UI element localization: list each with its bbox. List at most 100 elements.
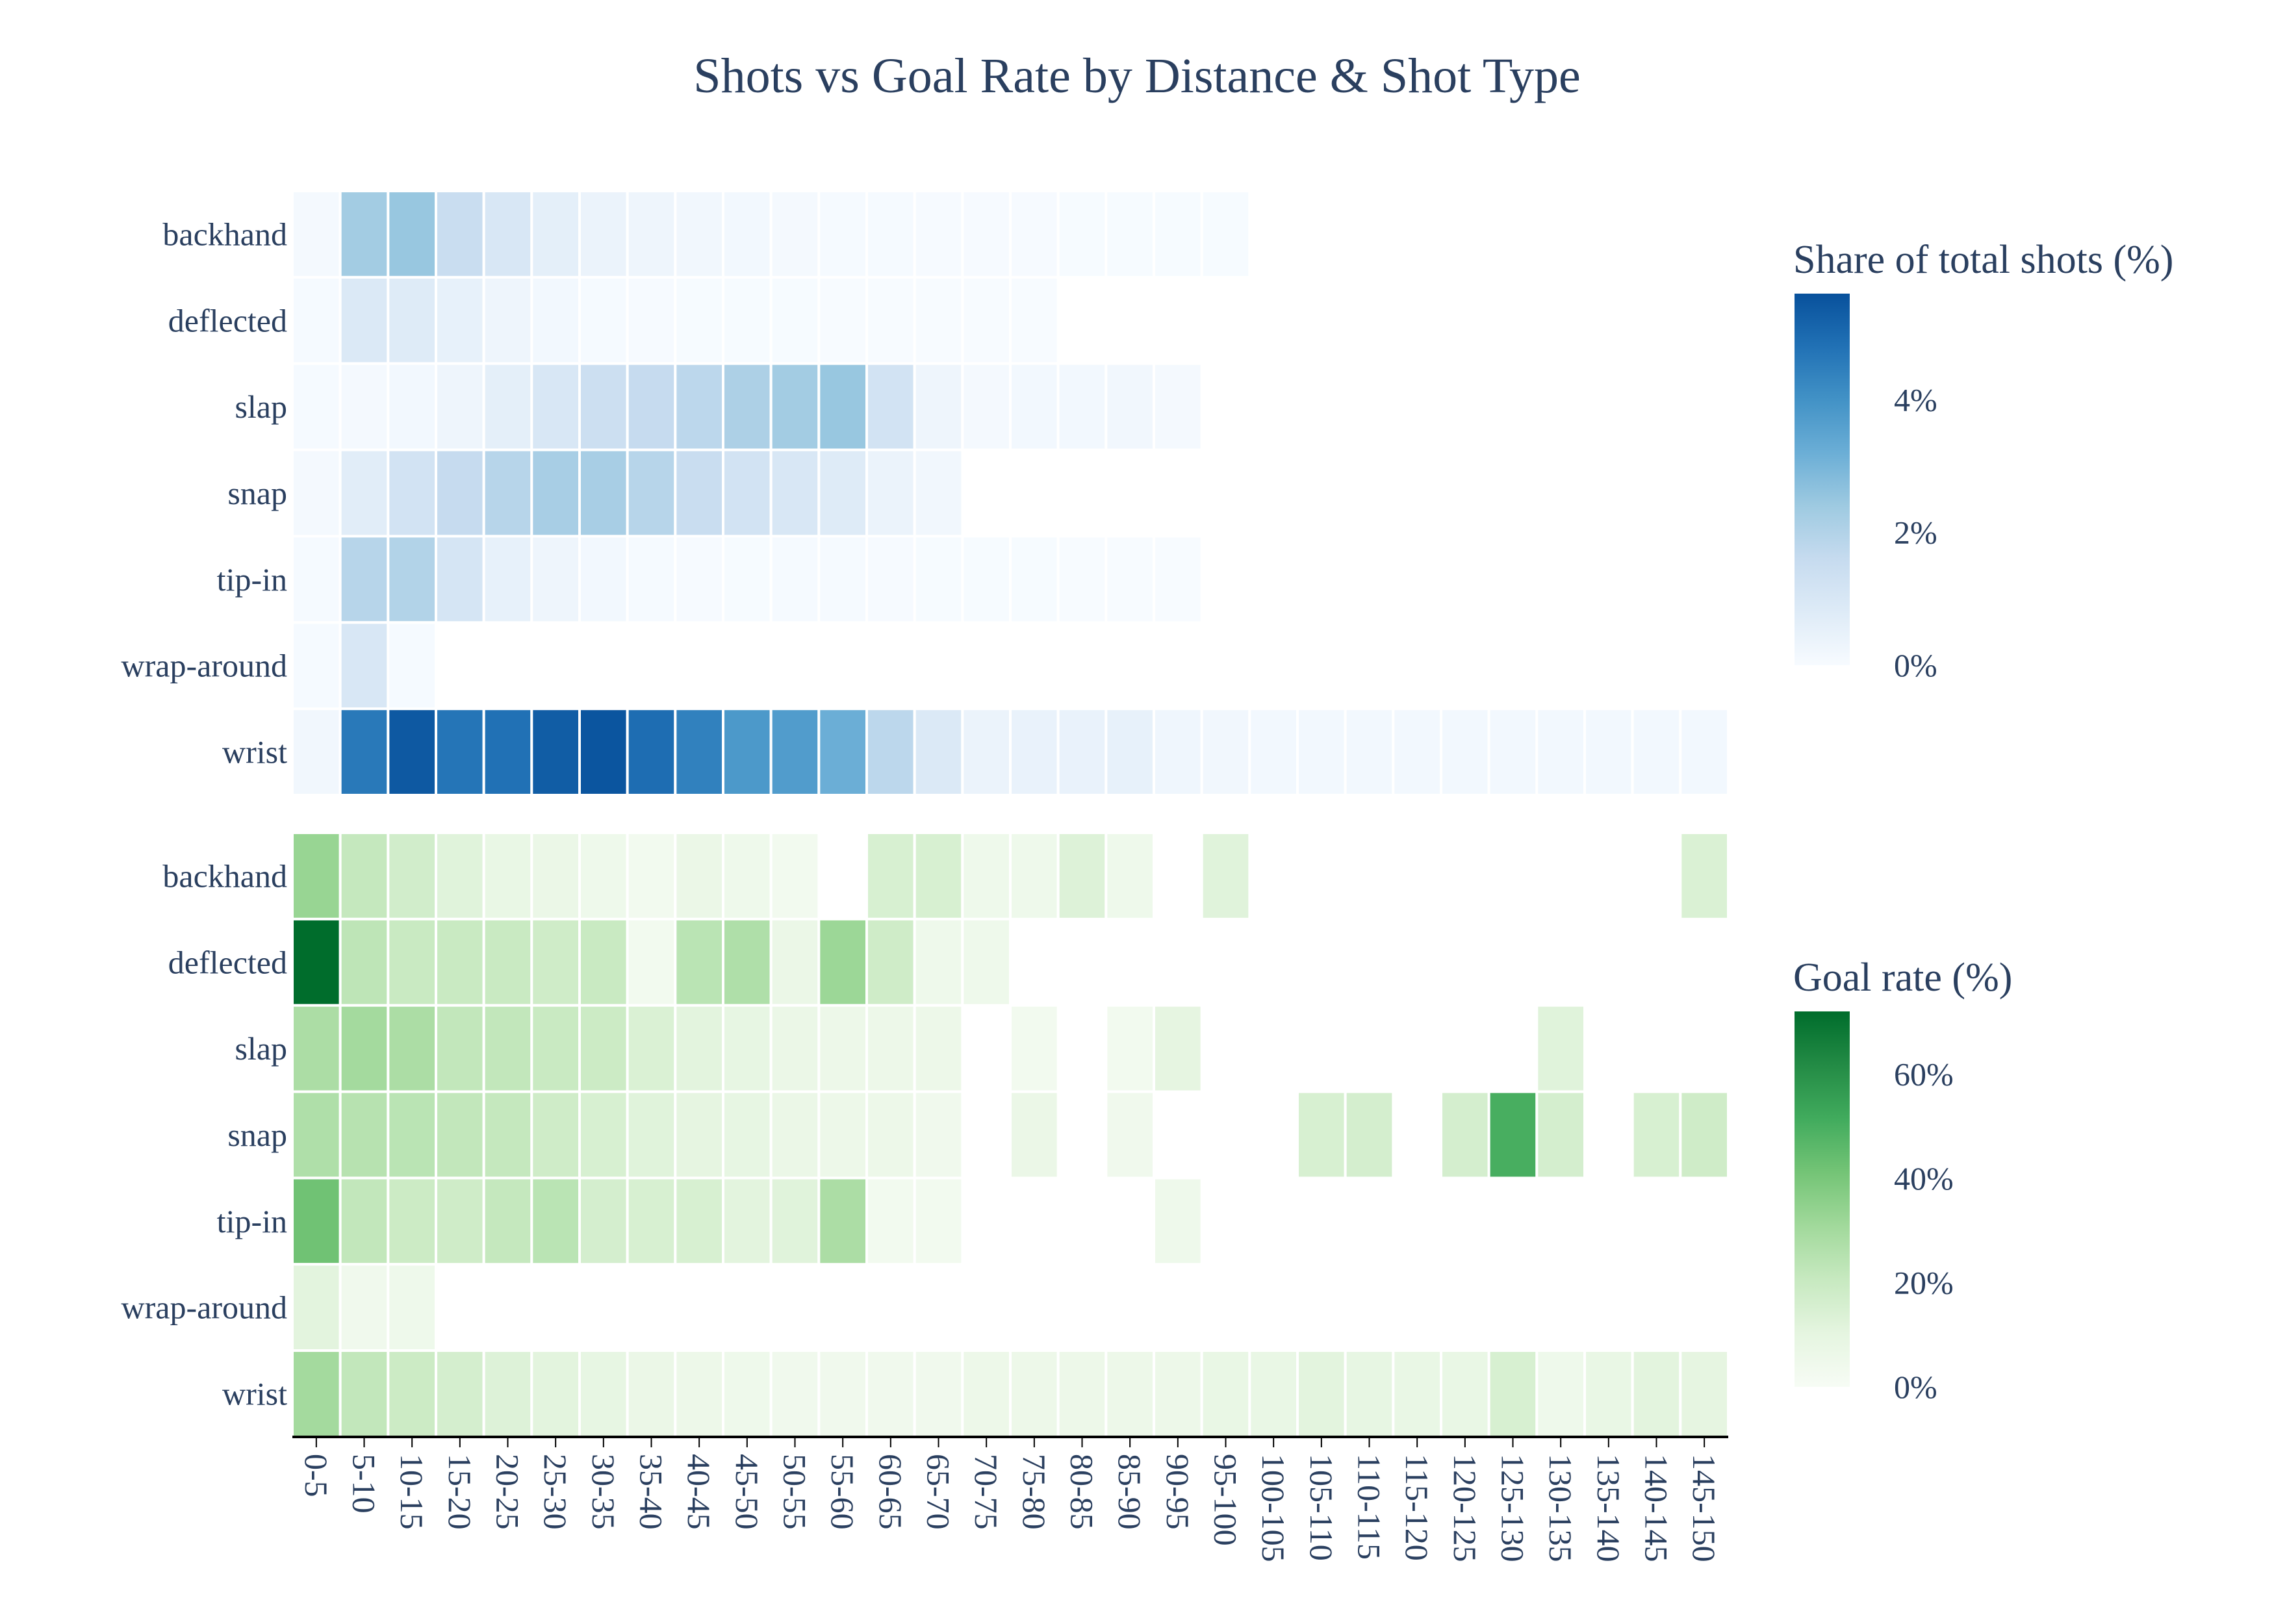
heatmap-cell [961,190,1012,279]
heatmap-cell [626,917,677,1007]
heatmap-cell [1056,707,1108,796]
heatmap-cell [865,1004,916,1093]
heatmap-cell [578,1349,629,1438]
heatmap-cell [769,190,821,279]
heatmap-cell [1009,362,1060,451]
heatmap-cell [339,1263,390,1352]
heatmap-cell [1440,707,1490,796]
row-label: backhand [162,216,287,252]
heatmap-cell [913,1349,964,1438]
heatmap-cell [961,707,1012,796]
chart-title: Shots vs Goal Rate by Distance & Shot Ty… [693,49,1580,103]
heatmap-cell [291,535,342,624]
heatmap-cell [1535,1349,1586,1438]
heatmap-cell [530,1176,581,1266]
heatmap-cell [865,1176,916,1266]
heatmap-cell [626,1349,677,1438]
x-tick-label: 85-90 [1112,1454,1148,1530]
heatmap-cell [722,535,773,624]
heatmap-cell [339,707,390,796]
heatmap-cell [435,831,485,920]
heatmap-cell [291,917,342,1007]
heatmap-cell [865,362,916,451]
heatmap-cell [291,362,342,451]
heatmap-cell [674,1004,725,1093]
heatmap-cell [291,275,342,365]
heatmap-cell [339,1176,390,1266]
heatmap-cell [482,535,533,624]
heatmap-cell [1105,707,1156,796]
x-tick-label: 75-80 [1016,1454,1053,1530]
heatmap-cell [1105,1090,1156,1180]
heatmap-cell [482,275,533,365]
heatmap-cell [817,1090,869,1180]
heatmap-cell [1440,1349,1490,1438]
heatmap-cell [626,1004,677,1093]
heatmap-cell [1679,1090,1730,1180]
distance-x-axis: 0-5 5-10 10-15 15-20 20-25 25-30 30-35 35-40 40-… [292,1436,1728,1562]
row-label: wrist [222,734,287,770]
row-label: snap [227,1117,287,1153]
heatmap-cell [387,190,437,279]
heatmap-cell [1296,1349,1347,1438]
heatmap-cell [482,917,533,1007]
heatmap-cell [913,707,964,796]
heatmap-cell [913,362,964,451]
heatmap-cell [291,448,342,538]
heatmap-cell [435,190,485,279]
x-tick-label: 10-15 [394,1454,430,1530]
heatmap-cell [387,448,437,538]
heatmap-cell [961,1349,1012,1438]
heatmap-cell [1200,831,1251,920]
heatmap-cell [817,275,869,365]
heatmap-cell [817,1004,869,1093]
colorbar-tick-label: 0% [1894,1369,1937,1405]
heatmap-cell [339,535,390,624]
heatmap-cell [1009,707,1060,796]
heatmap-cell [769,275,821,365]
heatmap-cell [1009,1349,1060,1438]
heatmap-cell [913,190,964,279]
heatmap-cell [1535,707,1586,796]
heatmap-cell [1105,535,1156,624]
shots-heatmap-panel: backhand deflected slap snap tip-in wrap-arou… [121,190,1730,796]
row-label: tip-in [217,1203,287,1239]
heatmap-cell [1009,190,1060,279]
x-tick-label: 95-100 [1208,1454,1244,1546]
heatmap-cell [387,275,437,365]
heatmap-cell [674,1349,725,1438]
heatmap-cell [1679,1349,1730,1438]
heatmap-cell [913,535,964,624]
heatmap-cell [1679,707,1730,796]
heatmap-cell [722,917,773,1007]
x-tick-label: 80-85 [1064,1454,1101,1530]
heatmap-cell [1105,1004,1156,1093]
x-tick-label: 40-45 [681,1454,717,1530]
row-label: deflected [168,944,287,980]
heatmap-cell [913,1004,964,1093]
heatmap-cell [530,917,581,1007]
heatmap-cell [578,275,629,365]
heatmap-cell [1344,707,1395,796]
heatmap-cell [578,917,629,1007]
heatmap-cell [435,917,485,1007]
row-label: slap [235,1030,287,1067]
heatmap-cell [961,362,1012,451]
x-tick-label: 100-105 [1255,1454,1292,1562]
heatmap-cell [530,362,581,451]
heatmap-cell [1153,362,1203,451]
heatmap-cell [387,917,437,1007]
heatmap-cell [1056,362,1108,451]
heatmap-cell [578,362,629,451]
heatmap-cell [722,1349,773,1438]
heatmap-cell [722,707,773,796]
heatmap-cell [291,1090,342,1180]
heatmap-cell [913,831,964,920]
heatmap-cell [769,707,821,796]
x-tick-label: 125-130 [1495,1454,1531,1562]
goal-rate-heatmap-panel: backhand deflected slap snap tip-in wrap-arou… [121,831,1730,1438]
heatmap-cell [626,190,677,279]
x-tick-label: 5-10 [346,1454,383,1514]
heatmap-cell [1105,1349,1156,1438]
heatmap-cell [1392,1349,1442,1438]
